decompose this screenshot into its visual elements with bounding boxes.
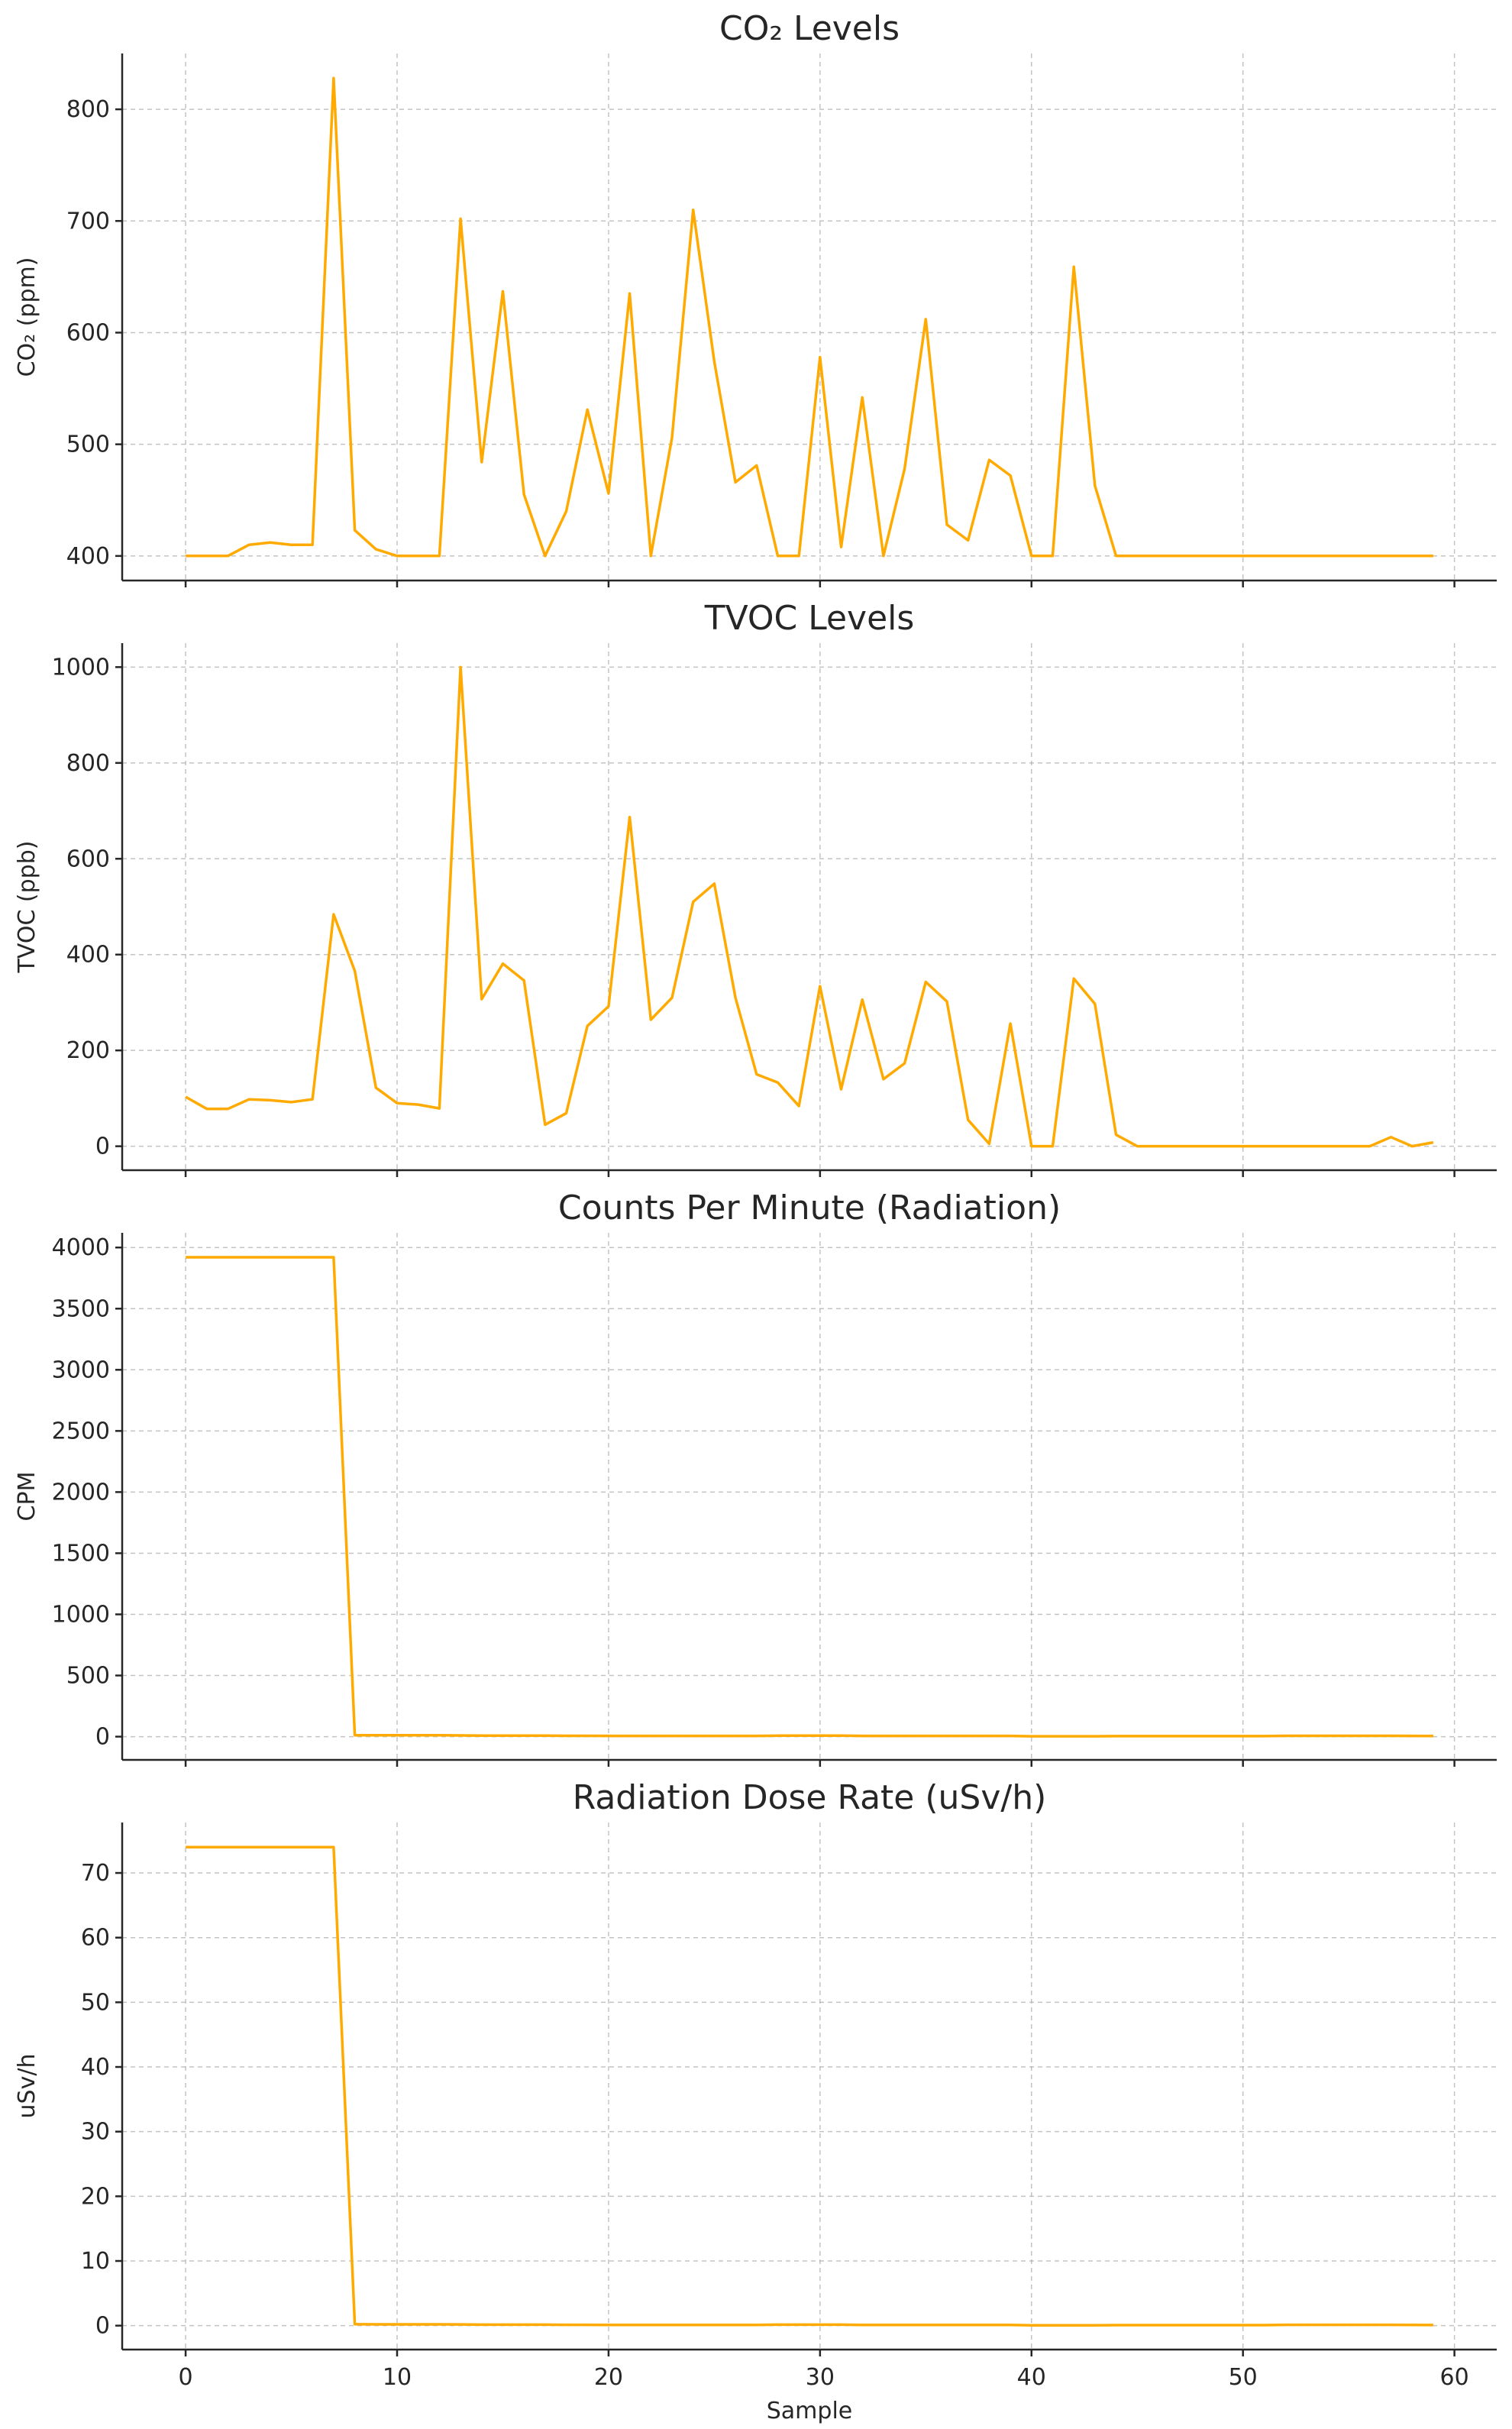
chart-title: TVOC Levels bbox=[704, 599, 915, 638]
y-tick-label: 500 bbox=[66, 1663, 110, 1690]
chart-panel-1: 400 500 600 700 800 CO₂ Levels CO₂ (ppm) bbox=[14, 9, 1497, 587]
y-tick-label: 70 bbox=[81, 1860, 110, 1887]
y-tick-label: 40 bbox=[81, 2054, 110, 2081]
chart-panel-3: 0 500 1000 1500 2000 2500 3000 3500 4000 Counts P… bbox=[14, 1189, 1497, 1767]
chart-title: CO₂ Levels bbox=[719, 9, 900, 48]
series-line bbox=[185, 665, 1434, 1148]
y-tick-label: 400 bbox=[66, 543, 110, 570]
series-line bbox=[186, 1256, 1433, 1738]
chart-panel-2: 0 200 400 600 800 1000 TVOC Levels TVOC (ppb) bbox=[14, 599, 1497, 1177]
y-axis-label: uSv/h bbox=[14, 2054, 40, 2119]
series-line bbox=[186, 1845, 1433, 2327]
y-tick-label: 800 bbox=[66, 750, 110, 777]
y-axis-label: TVOC (ppb) bbox=[14, 841, 40, 974]
y-tick-label: 30 bbox=[81, 2119, 110, 2146]
chart-title: Radiation Dose Rate (uSv/h) bbox=[573, 1778, 1047, 1817]
y-tick-label: 3000 bbox=[52, 1357, 110, 1383]
y-tick-label: 3500 bbox=[52, 1295, 110, 1322]
y-axis-label: CPM bbox=[14, 1472, 40, 1522]
x-axis-label: Sample bbox=[767, 2398, 853, 2424]
x-tick-label: 40 bbox=[1017, 2364, 1046, 2391]
y-tick-label: 20 bbox=[81, 2183, 110, 2210]
y-tick-label: 60 bbox=[81, 1925, 110, 1952]
y-tick-label: 2500 bbox=[52, 1418, 110, 1444]
y-tick-label: 0 bbox=[95, 2313, 110, 2340]
x-tick-label: 20 bbox=[594, 2364, 623, 2391]
y-tick-label: 2000 bbox=[52, 1479, 110, 1506]
y-tick-label: 700 bbox=[66, 208, 110, 234]
chart-panel-4: 0 10 20 30 40 50 60 70 0 10 20 30 40 50 60 Radiation Do… bbox=[14, 1778, 1497, 2424]
y-tick-label: 1000 bbox=[52, 654, 110, 681]
y-tick-label: 50 bbox=[81, 1989, 110, 2016]
chart-title: Counts Per Minute (Radiation) bbox=[558, 1189, 1061, 1227]
y-tick-label: 600 bbox=[66, 319, 110, 346]
y-tick-label: 1000 bbox=[52, 1601, 110, 1628]
y-tick-label: 600 bbox=[66, 846, 110, 872]
y-tick-label: 200 bbox=[66, 1037, 110, 1064]
y-axis-label: CO₂ (ppm) bbox=[14, 257, 40, 377]
y-tick-label: 500 bbox=[66, 432, 110, 458]
y-tick-label: 400 bbox=[66, 942, 110, 969]
x-tick-label: 0 bbox=[179, 2364, 193, 2391]
y-tick-label: 10 bbox=[81, 2248, 110, 2275]
x-tick-label: 30 bbox=[806, 2364, 835, 2391]
x-tick-label: 60 bbox=[1440, 2364, 1469, 2391]
y-tick-label: 1500 bbox=[52, 1540, 110, 1567]
y-tick-label: 0 bbox=[95, 1134, 110, 1160]
y-tick-label: 800 bbox=[66, 96, 110, 123]
y-tick-label: 0 bbox=[95, 1724, 110, 1751]
x-tick-label: 50 bbox=[1229, 2364, 1258, 2391]
series-line bbox=[186, 76, 1433, 558]
x-tick-label: 10 bbox=[383, 2364, 412, 2391]
y-tick-label: 4000 bbox=[52, 1234, 110, 1261]
